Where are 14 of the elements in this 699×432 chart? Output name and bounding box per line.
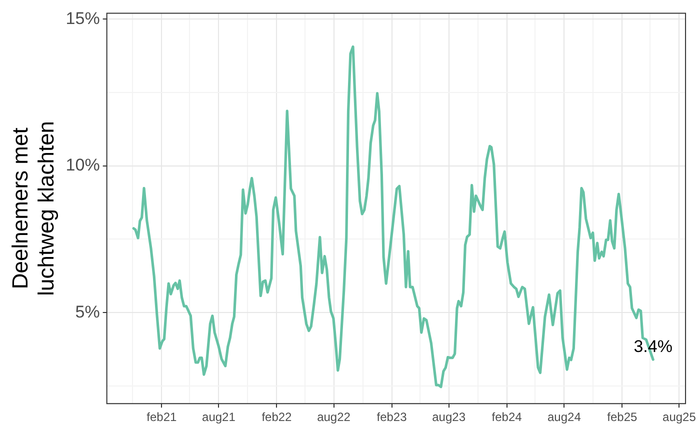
x-tick-label: feb22 (262, 410, 292, 424)
y-tick-label: 10% (66, 156, 100, 175)
x-tick-label: aug23 (432, 410, 466, 424)
y-tick-label: 5% (75, 302, 100, 322)
x-tick-label: feb25 (607, 410, 638, 424)
x-tick-label: aug25 (662, 410, 696, 424)
x-tick-label: feb24 (492, 410, 522, 424)
x-tick-label: aug21 (202, 410, 236, 424)
x-tick-label: feb21 (146, 410, 178, 424)
y-axis-title: Deelnemers met luchtweg klachten (7, 120, 59, 296)
x-tick-label: aug24 (547, 410, 582, 424)
x-tick-label: aug22 (317, 410, 351, 424)
x-tick-label: feb23 (376, 410, 408, 424)
y-tick-label: 15% (66, 8, 100, 28)
